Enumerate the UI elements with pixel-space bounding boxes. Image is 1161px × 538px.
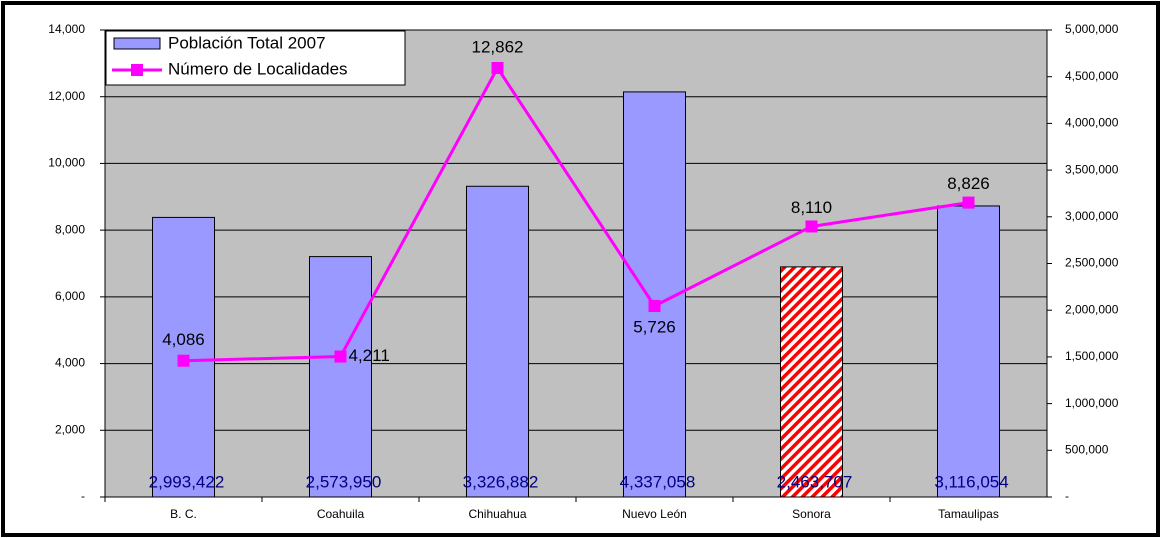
y2-tick-label: 1,000,000	[1065, 396, 1119, 410]
y-tick-label: 4,000	[55, 356, 85, 370]
y2-tick-label: 3,500,000	[1065, 162, 1119, 176]
line-value-label: 5,726	[633, 317, 676, 336]
bar-value-label: 2,573,950	[306, 472, 382, 491]
y2-tick-label: -	[1065, 489, 1069, 503]
legend-label: Número de Localidades	[168, 59, 348, 78]
bar	[780, 266, 843, 498]
bar-value-label: 2,993,422	[149, 472, 225, 491]
y2-tick-label: 4,500,000	[1065, 69, 1119, 83]
y-tick-label: 2,000	[55, 422, 85, 436]
x-tick-label: Tamaulipas	[938, 507, 999, 521]
y2-tick-label: 3,000,000	[1065, 209, 1119, 223]
y-tick-label: -	[81, 489, 85, 503]
y2-tick-label: 5,000,000	[1065, 22, 1119, 36]
y2-tick-label: 500,000	[1065, 442, 1109, 456]
line-value-label: 12,862	[472, 37, 524, 56]
x-tick-label: B. C.	[170, 507, 197, 521]
bar-value-label: 4,337,058	[620, 472, 696, 491]
y2-tick-label: 2,500,000	[1065, 256, 1119, 270]
bar-value-label: 3,116,054	[934, 472, 1008, 491]
y-tick-label: 14,000	[48, 22, 85, 36]
line-marker	[491, 61, 504, 74]
x-tick-label: Nuevo León	[622, 507, 687, 521]
plot-area	[105, 30, 1047, 497]
x-tick-label: Chihuahua	[468, 507, 526, 521]
legend-marker	[131, 64, 143, 76]
legend-swatch	[113, 37, 161, 50]
line-value-label: 4,086	[162, 330, 205, 349]
line	[183, 65, 969, 363]
y-tick-label: 12,000	[48, 89, 85, 103]
line-value-label: 8,826	[947, 174, 990, 193]
line-marker	[334, 350, 347, 363]
y2-tick-label: 4,000,000	[1065, 116, 1119, 130]
x-tick-label: Coahuila	[317, 507, 365, 521]
y-tick-label: 6,000	[55, 289, 85, 303]
x-tick-label: Sonora	[792, 507, 831, 521]
line-marker	[177, 354, 190, 367]
line-marker	[648, 299, 661, 312]
bar	[466, 185, 529, 498]
y2-tick-label: 1,500,000	[1065, 349, 1119, 363]
y2-tick-label: 2,000,000	[1065, 302, 1119, 316]
y-tick-label: 8,000	[55, 222, 85, 236]
bar-value-label: 3,326,882	[463, 472, 539, 491]
legend-label: Población Total 2007	[168, 33, 326, 52]
line-value-label: 8,110	[791, 198, 832, 217]
line-marker	[805, 220, 818, 233]
line-value-label: 4,211	[349, 346, 390, 365]
bar	[309, 256, 372, 498]
bar	[937, 205, 1000, 498]
y-tick-label: 10,000	[48, 156, 85, 170]
line-marker	[962, 196, 975, 209]
bar-value-label: 2,463,707	[777, 472, 853, 491]
